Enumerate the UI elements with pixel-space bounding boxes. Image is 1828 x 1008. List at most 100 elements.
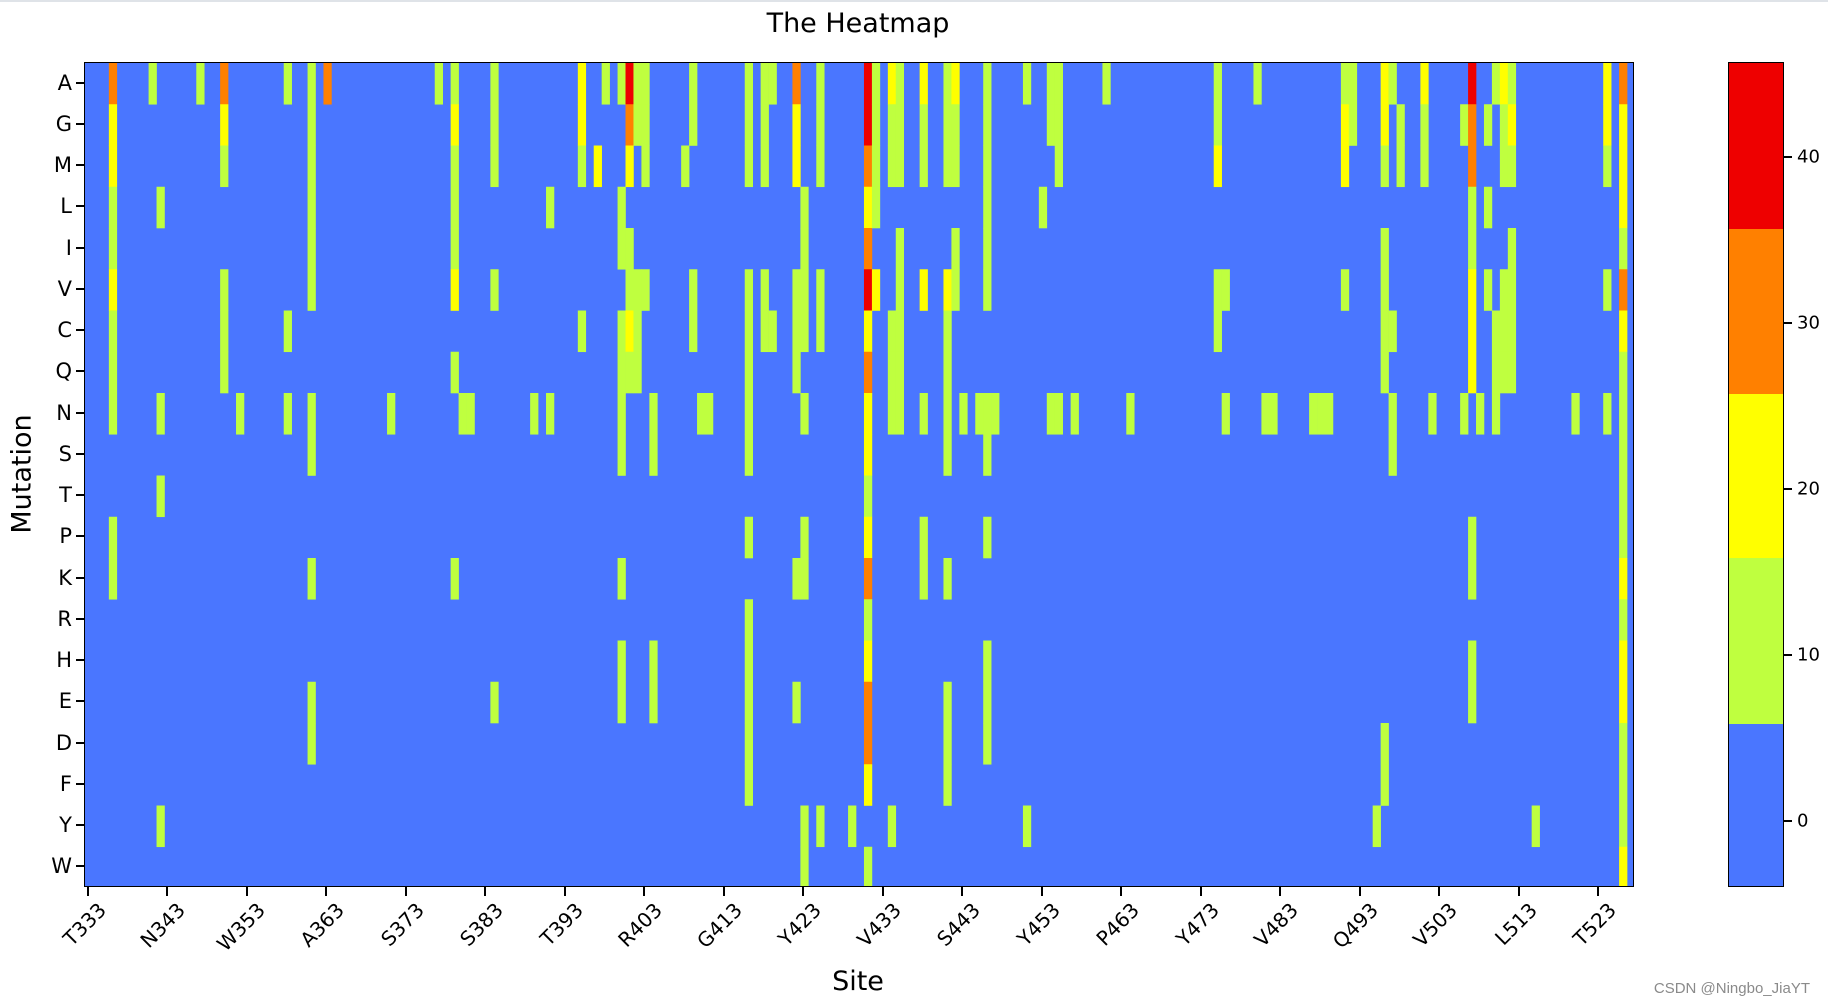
x-tick-mark bbox=[643, 887, 646, 896]
heatmap-cell bbox=[1046, 63, 1056, 105]
heatmap-cell bbox=[1388, 63, 1397, 105]
heatmap-cell bbox=[863, 393, 873, 435]
heatmap-cell bbox=[681, 145, 690, 188]
colorbar-tick-mark bbox=[1784, 653, 1792, 656]
heatmap-cell bbox=[108, 269, 118, 311]
heatmap-cell bbox=[863, 351, 873, 394]
heatmap-cell bbox=[871, 269, 881, 311]
heatmap-cell bbox=[1619, 351, 1628, 394]
y-tick-mark bbox=[76, 164, 84, 167]
heatmap-cell bbox=[490, 63, 499, 105]
heatmap-cell bbox=[943, 269, 952, 311]
colorbar-tick-label: 30 bbox=[1797, 312, 1820, 334]
heatmap-cell bbox=[792, 681, 801, 724]
heatmap-cell bbox=[1619, 681, 1628, 724]
heatmap-cell bbox=[458, 393, 467, 435]
heatmap-cell bbox=[220, 310, 229, 353]
heatmap-cell bbox=[108, 145, 118, 188]
heatmap-cell bbox=[1396, 145, 1405, 188]
watermark: CSDN @Ningbo_JiaYT bbox=[1653, 980, 1810, 997]
heatmap-cell bbox=[744, 599, 753, 641]
y-tick-mark bbox=[76, 205, 84, 208]
heatmap-cell bbox=[1269, 393, 1278, 435]
heatmap-cell bbox=[1022, 63, 1032, 105]
x-tick-label: T333 bbox=[58, 898, 111, 951]
heatmap-cell bbox=[1603, 145, 1612, 188]
x-tick-mark bbox=[1597, 887, 1600, 896]
x-tick-mark bbox=[325, 887, 328, 896]
heatmap-cell bbox=[220, 269, 229, 311]
heatmap-cell bbox=[283, 310, 292, 353]
heatmap-cell bbox=[919, 516, 928, 559]
heatmap-cell bbox=[1102, 63, 1111, 105]
heatmap-cell bbox=[108, 228, 118, 270]
heatmap-cell bbox=[108, 558, 118, 600]
heatmap-cell bbox=[744, 145, 753, 188]
heatmap-cell bbox=[1619, 228, 1628, 270]
heatmap-cell bbox=[1126, 393, 1135, 435]
heatmap-cell bbox=[863, 723, 873, 765]
heatmap-cell bbox=[1388, 434, 1397, 476]
heatmap-cell bbox=[450, 186, 459, 229]
heatmap-cell bbox=[1499, 145, 1509, 188]
heatmap-cell bbox=[1340, 104, 1350, 146]
heatmap-cell bbox=[1468, 104, 1477, 146]
heatmap-cell bbox=[689, 269, 698, 311]
heatmap-cell bbox=[617, 558, 626, 600]
heatmap-cell bbox=[1046, 393, 1056, 435]
heatmap-cell bbox=[887, 393, 897, 435]
heatmap-cell bbox=[1340, 63, 1350, 105]
heatmap-cell bbox=[1531, 805, 1540, 848]
y-tick-label: I bbox=[65, 235, 72, 260]
heatmap-cell bbox=[1420, 145, 1429, 188]
heatmap-cell bbox=[434, 63, 443, 105]
heatmap-cell bbox=[863, 269, 873, 311]
x-tick-label: V483 bbox=[1249, 898, 1304, 952]
heatmap-cell bbox=[307, 723, 316, 765]
heatmap-cell bbox=[220, 104, 229, 146]
y-tick-label: N bbox=[56, 400, 72, 425]
heatmap-cell bbox=[1460, 104, 1469, 146]
y-tick-mark bbox=[76, 782, 84, 785]
colorbar-band bbox=[1729, 228, 1783, 394]
heatmap-cell bbox=[744, 723, 753, 765]
heatmap-cell bbox=[744, 269, 753, 311]
heatmap-cell bbox=[1499, 63, 1509, 105]
heatmap-cell bbox=[863, 764, 873, 806]
heatmap-cell bbox=[1468, 351, 1477, 394]
heatmap-cell bbox=[1380, 723, 1389, 765]
heatmap-cell bbox=[625, 104, 634, 146]
heatmap-cell bbox=[959, 393, 968, 435]
heatmap-plot-area bbox=[84, 62, 1634, 887]
heatmap-cell bbox=[156, 805, 165, 848]
heatmap-cell bbox=[1619, 846, 1628, 886]
heatmap-cell bbox=[792, 145, 801, 188]
colorbar-tick-label: 10 bbox=[1797, 644, 1820, 666]
heatmap-cell bbox=[1380, 145, 1389, 188]
heatmap-cell bbox=[1507, 351, 1517, 394]
heatmap-cell bbox=[983, 681, 992, 724]
heatmap-cell bbox=[1619, 145, 1628, 188]
heatmap-cell bbox=[816, 63, 825, 105]
heatmap-cell bbox=[744, 393, 753, 435]
y-tick-mark bbox=[76, 246, 84, 249]
heatmap-cell bbox=[323, 63, 332, 105]
y-tick-mark bbox=[76, 452, 84, 455]
heatmap-cell bbox=[450, 145, 459, 188]
x-tick-mark bbox=[1199, 887, 1202, 896]
heatmap-cell bbox=[1380, 764, 1389, 806]
x-tick-mark bbox=[1438, 887, 1441, 896]
heatmap-cell bbox=[1507, 63, 1517, 105]
heatmap-cell bbox=[863, 516, 873, 559]
heatmap-cell bbox=[744, 640, 753, 683]
heatmap-cell bbox=[156, 186, 165, 229]
x-tick-label: V503 bbox=[1408, 898, 1463, 952]
heatmap-cell bbox=[1317, 393, 1326, 435]
colorbar-band bbox=[1729, 393, 1783, 559]
heatmap-cell bbox=[1261, 393, 1270, 435]
y-tick-label: H bbox=[56, 648, 72, 673]
heatmap-cell bbox=[1420, 104, 1429, 146]
y-tick-mark bbox=[76, 370, 84, 373]
heatmap-cell bbox=[1213, 104, 1222, 146]
heatmap-cell bbox=[1213, 310, 1222, 353]
